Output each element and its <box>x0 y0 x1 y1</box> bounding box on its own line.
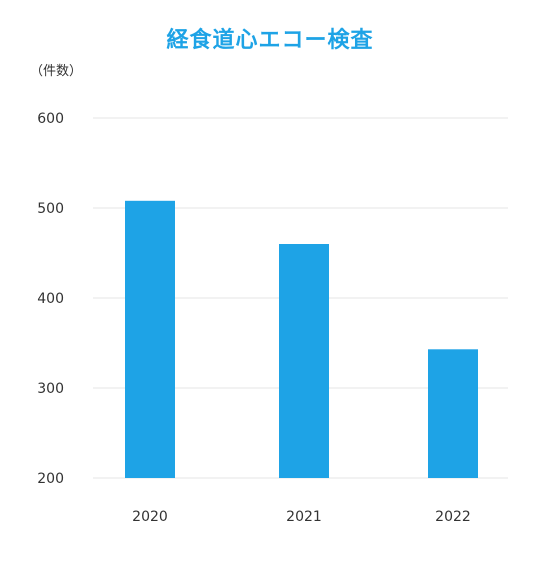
bar-2022 <box>428 349 478 478</box>
x-tick-label-2022: 2022 <box>435 509 471 525</box>
y-tick-label-500: 500 <box>37 201 64 217</box>
y-tick-label-600: 600 <box>37 111 64 127</box>
x-tick-label-2020: 2020 <box>132 509 168 525</box>
bar-2020 <box>125 200 175 479</box>
chart-title: 経食道心エコー検査 <box>166 28 374 53</box>
y-tick-label-400: 400 <box>37 291 64 307</box>
y-axis-unit-label: （件数） <box>30 64 83 79</box>
y-tick-label-300: 300 <box>37 381 64 397</box>
y-tick-label-200: 200 <box>37 471 64 487</box>
bar-2021 <box>279 244 329 478</box>
x-tick-label-2021: 2021 <box>286 509 322 525</box>
